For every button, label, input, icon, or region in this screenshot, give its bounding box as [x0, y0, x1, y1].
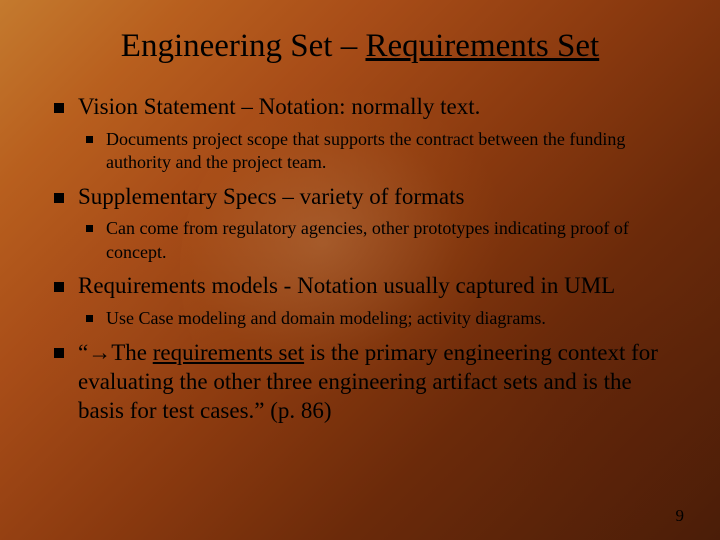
sub-list-item: Use Case modeling and domain modeling; a…	[78, 307, 672, 330]
sub-list: Use Case modeling and domain modeling; a…	[78, 307, 672, 330]
list-item: Requirements models - Notation usually c…	[48, 272, 672, 330]
sub-list: Documents project scope that supports th…	[78, 128, 672, 175]
sub-bullet-text: Use Case modeling and domain modeling; a…	[106, 308, 546, 328]
list-item-quote: “→The requirements set is the primary en…	[48, 338, 672, 425]
bullet-text: Supplementary Specs – variety of formats	[78, 184, 464, 209]
list-item: Vision Statement – Notation: normally te…	[48, 93, 672, 175]
quote-underlined: requirements set	[153, 340, 304, 365]
title-text-underlined: Requirements Set	[365, 28, 599, 64]
bullet-text: Requirements models - Notation usually c…	[78, 273, 615, 298]
slide: Engineering Set – Requirements Set Visio…	[0, 0, 720, 540]
quote-open: “	[78, 340, 88, 365]
page-number: 9	[676, 506, 685, 526]
arrow-icon: →	[88, 339, 111, 365]
sub-list-item: Can come from regulatory agencies, other…	[78, 217, 672, 264]
title-text-plain: Engineering Set –	[121, 28, 366, 64]
list-item: Supplementary Specs – variety of formats…	[48, 183, 672, 265]
slide-title: Engineering Set – Requirements Set	[48, 28, 672, 65]
quote-pre: The	[111, 340, 153, 365]
bullet-text: Vision Statement – Notation: normally te…	[78, 94, 480, 119]
sub-list-item: Documents project scope that supports th…	[78, 128, 672, 175]
bullet-list: Vision Statement – Notation: normally te…	[48, 93, 672, 425]
sub-bullet-text: Can come from regulatory agencies, other…	[106, 218, 629, 261]
sub-list: Can come from regulatory agencies, other…	[78, 217, 672, 264]
sub-bullet-text: Documents project scope that supports th…	[106, 129, 625, 172]
